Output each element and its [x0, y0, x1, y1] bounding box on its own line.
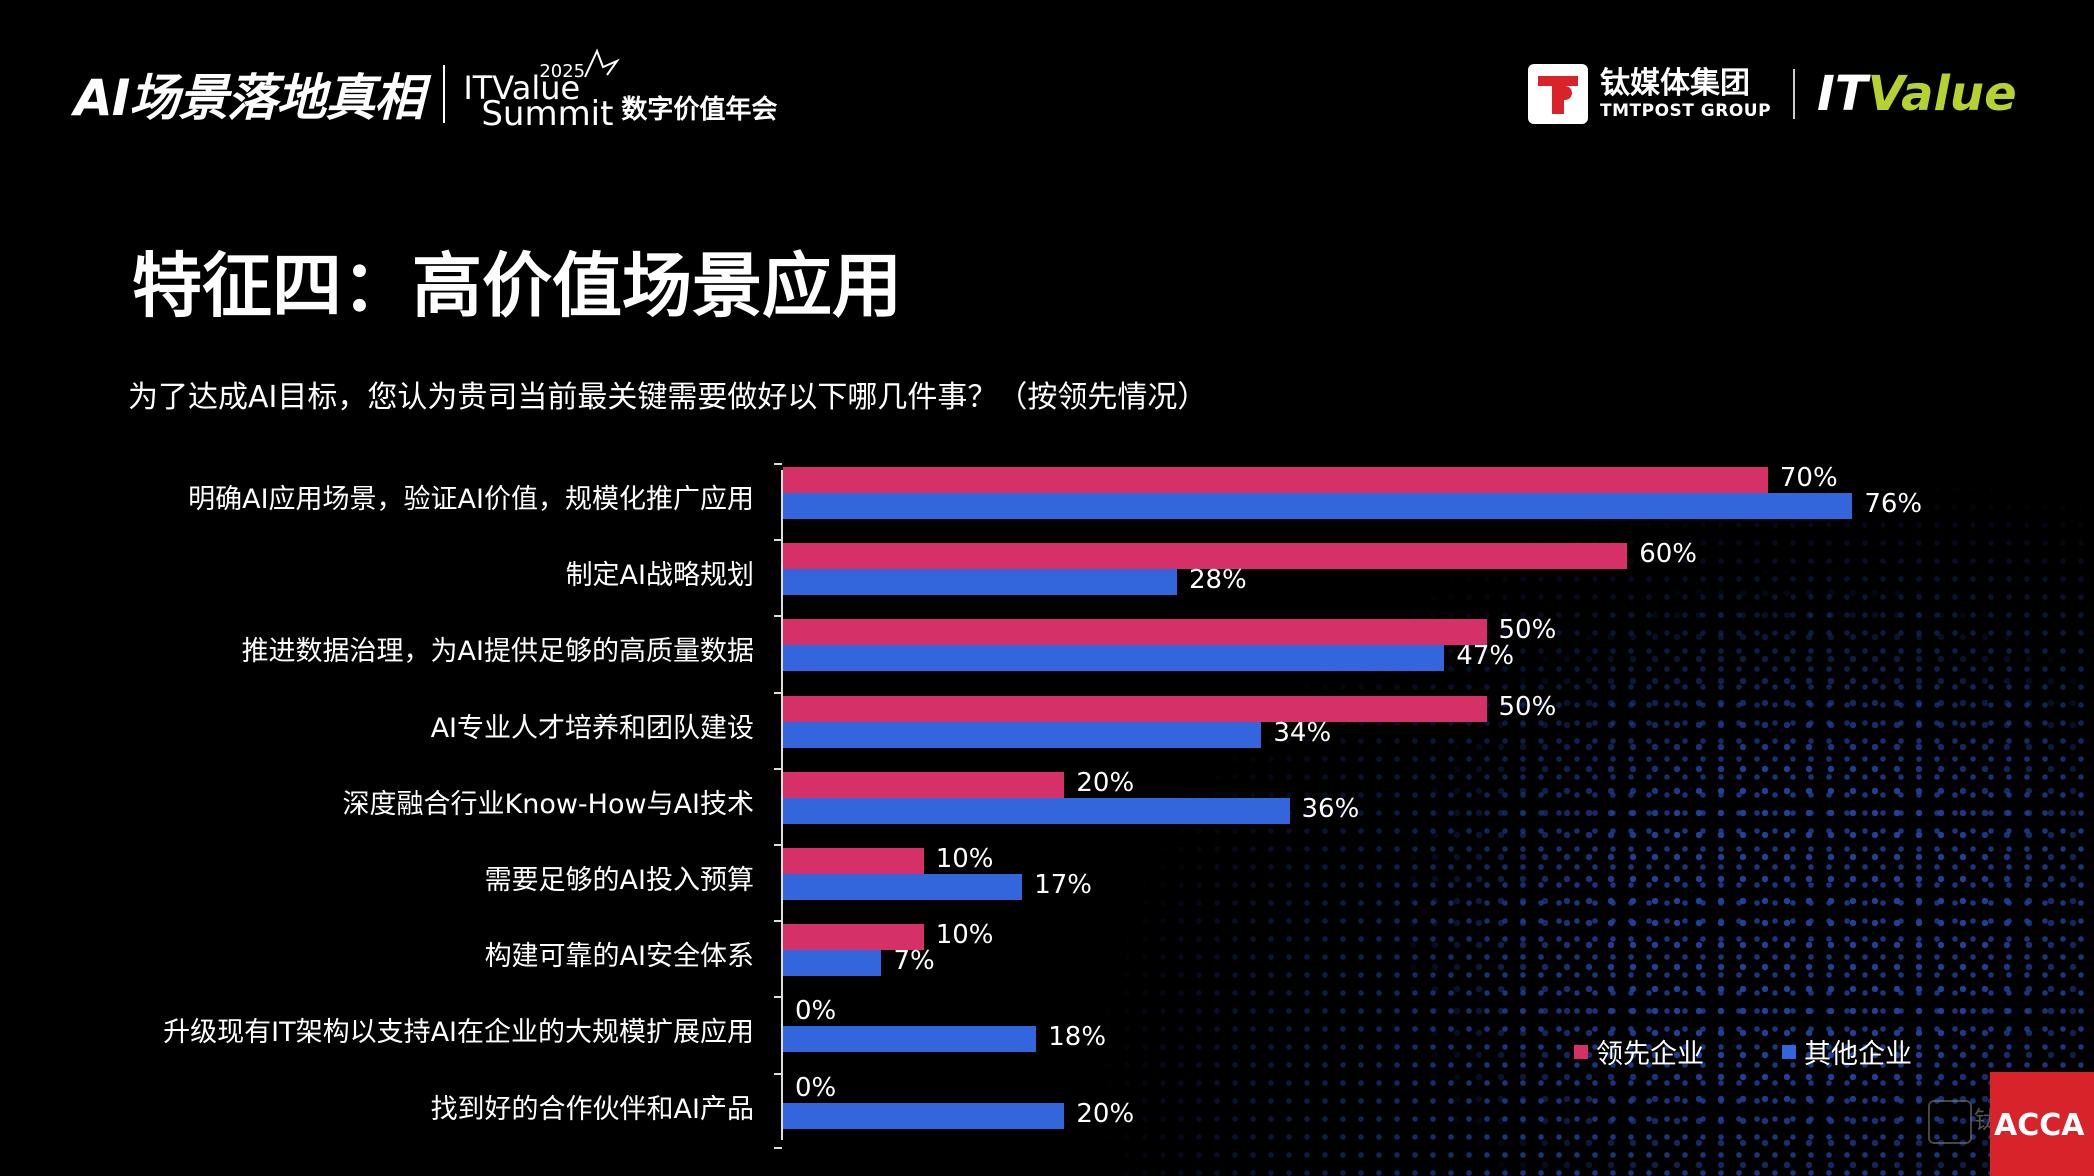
- value-label-leading: 60%: [1639, 539, 1697, 570]
- category-label: 明确AI应用场景，验证AI价值，规模化推广应用: [188, 484, 754, 515]
- bar-leading: [783, 848, 924, 874]
- itvalue-logo: ITValue: [1817, 66, 2017, 122]
- org-name-cn: 钛媒体集团: [1600, 66, 1750, 101]
- value-label-leading: 20%: [1076, 767, 1135, 798]
- category-label: 找到好的合作伙伴和AI产品: [430, 1093, 754, 1125]
- acca-badge: [1990, 1072, 2094, 1176]
- category-label: 深度融合行业Know-How与AI技术: [342, 788, 755, 820]
- axis-tick: [774, 691, 782, 694]
- value-label-other: 34%: [1273, 717, 1332, 748]
- star-icon: [584, 48, 621, 78]
- bar-leading: [783, 467, 1768, 493]
- axis-tick: [774, 463, 782, 465]
- value-label-leading: 0%: [795, 996, 837, 1027]
- value-label-other: 17%: [1034, 870, 1092, 900]
- bar-other: [783, 721, 1262, 748]
- value-label-leading: 50%: [1498, 615, 1557, 646]
- bar-other: [783, 1026, 1037, 1053]
- summit-year: 2025: [539, 61, 586, 82]
- axis-tick: [774, 920, 782, 923]
- survey-question: 为了达成AI目标，您认为贵司当前最关键需要做好以下哪几件事？（按领先情况）: [128, 380, 1208, 415]
- bar-leading: [783, 543, 1628, 570]
- org-name-en: TMTPOST GROUP: [1600, 101, 1772, 121]
- org-logo: 钛媒体集团 TMTPOST GROUP ITValue: [1528, 64, 2017, 124]
- axis-tick: [774, 844, 782, 846]
- bar-other: [783, 797, 1290, 824]
- watermark-logo-icon: [1928, 1100, 1972, 1144]
- axis-tick: [774, 767, 782, 770]
- value-label-leading: 0%: [795, 1072, 837, 1103]
- bar-leading: [783, 924, 924, 951]
- value-label-leading: 10%: [935, 920, 994, 951]
- legend-item-leading: 领先企业: [1574, 1032, 1704, 1071]
- value-label-other: 18%: [1048, 1022, 1107, 1053]
- axis-tick: [774, 615, 782, 618]
- category-label: AI专业人才培养和团队建设: [430, 712, 754, 744]
- value-label-other: 20%: [1076, 1098, 1135, 1129]
- event-logo: AI场景落地真相 2025 ITValue Summit 数字价值年会: [74, 48, 778, 134]
- bar-leading: [783, 695, 1487, 722]
- y-axis-line: [781, 470, 783, 1140]
- axis-tick: [774, 539, 782, 542]
- itvalue-logo-it: IT: [1817, 66, 1868, 122]
- bar-other: [783, 1102, 1065, 1129]
- axis-tick: [774, 1146, 782, 1149]
- value-label-other: 7%: [893, 946, 935, 977]
- value-label-other: 76%: [1864, 489, 1923, 519]
- category-label: 推进数据治理，为AI提供足够的高质量数据: [241, 636, 754, 668]
- tmtpost-logo-icon: [1528, 64, 1588, 124]
- value-label-other: 36%: [1301, 793, 1360, 824]
- bar-other: [783, 874, 1023, 900]
- acca-badge-text: ACCA: [1994, 1108, 2085, 1143]
- axis-tick: [774, 996, 782, 999]
- category-label: 升级现有IT架构以支持AI在企业的大规模扩展应用: [163, 1017, 754, 1049]
- bar-leading: [783, 619, 1487, 646]
- value-label-leading: 70%: [1779, 463, 1838, 493]
- legend-swatch-other: [1782, 1044, 1796, 1059]
- category-label: 制定AI战略规划: [565, 560, 754, 592]
- summit-name-line2: Summit: [481, 94, 614, 134]
- bar-other: [783, 950, 882, 977]
- value-label-leading: 10%: [935, 844, 994, 874]
- category-label: 需要足够的AI投入预算: [484, 865, 754, 896]
- bar-other: [783, 493, 1853, 519]
- summit-subtitle: 数字价值年会: [621, 94, 778, 125]
- bar-leading: [783, 771, 1065, 798]
- summit-name-line1: ITValue: [463, 69, 581, 107]
- bar-other: [783, 645, 1445, 672]
- legend-label-leading: 领先企业: [1596, 1039, 1704, 1070]
- logo-divider-right: [1793, 69, 1796, 119]
- event-logo-text: AI场景落地真相: [74, 69, 424, 127]
- legend-label-other: 其他企业: [1804, 1039, 1912, 1070]
- category-label: 构建可靠的AI安全体系: [484, 941, 754, 973]
- logo-divider: [443, 65, 446, 123]
- summit-logo: 2025 ITValue Summit: [463, 48, 621, 134]
- legend-item-other: 其他企业: [1782, 1032, 1912, 1071]
- legend-swatch-leading: [1574, 1044, 1588, 1059]
- value-label-leading: 50%: [1498, 691, 1557, 722]
- slide-title: 特征四：高价值场景应用: [132, 245, 902, 327]
- bar-other: [783, 569, 1177, 596]
- axis-tick: [774, 1072, 782, 1075]
- value-label-other: 28%: [1188, 565, 1247, 596]
- value-label-other: 47%: [1456, 641, 1515, 672]
- dot-pattern-background-2: [1380, 560, 2080, 1176]
- itvalue-logo-value: Value: [1867, 66, 2017, 122]
